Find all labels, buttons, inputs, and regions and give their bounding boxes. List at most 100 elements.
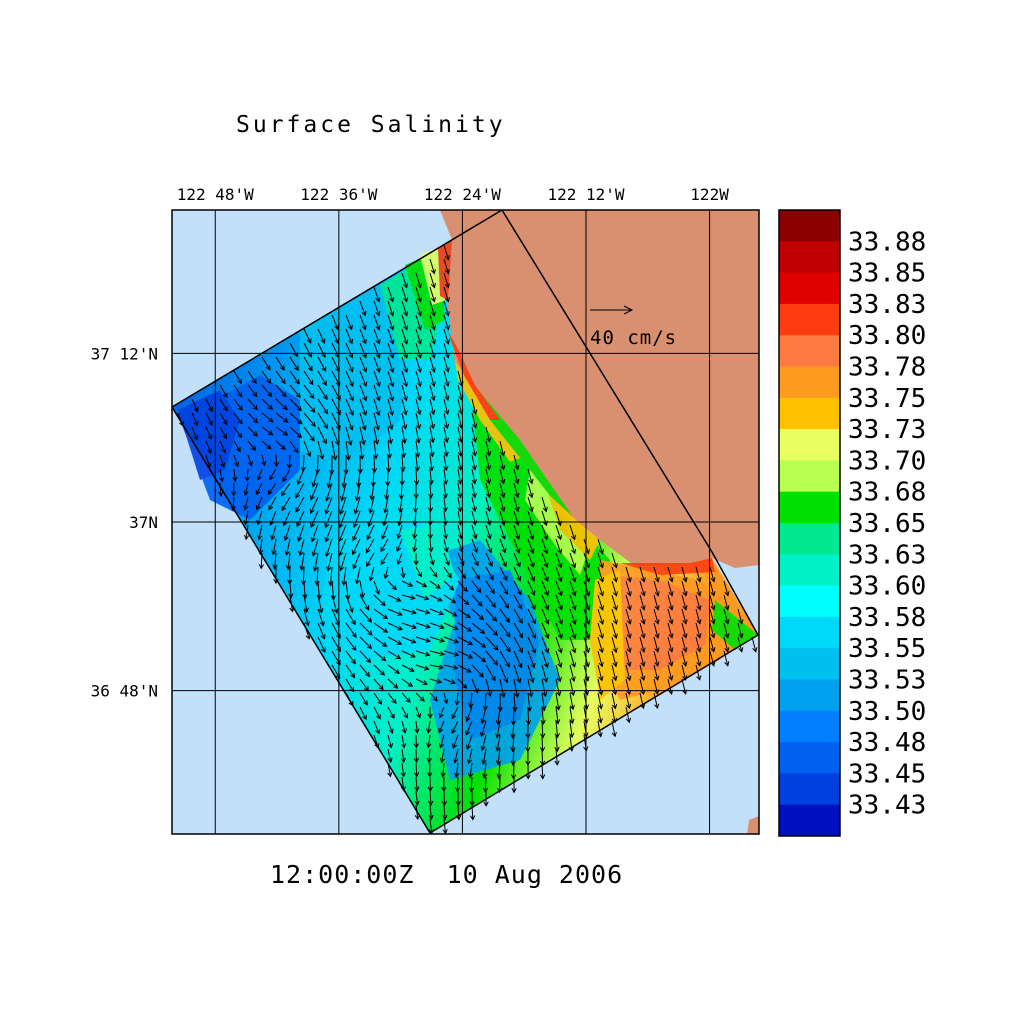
velocity-arrow [451,720,459,735]
velocity-arrow [428,538,434,553]
velocity-arrow [539,734,546,753]
velocity-arrow [401,286,409,303]
velocity-arrow [569,552,577,569]
velocity-arrow [723,580,730,597]
velocity-arrow [401,426,407,445]
velocity-arrow [345,370,354,387]
velocity-arrow [695,650,702,667]
velocity-arrow [412,496,419,513]
velocity-arrow [275,356,285,371]
velocity-arrow [511,776,517,794]
velocity-arrow [401,384,408,402]
velocity-arrow [554,720,560,739]
velocity-arrow [723,636,730,653]
velocity-arrow [454,776,461,793]
velocity-arrow [443,314,450,331]
velocity-arrow [205,412,213,427]
velocity-arrow [428,482,434,499]
velocity-arrow [205,440,212,455]
velocity-arrow [485,524,492,540]
velocity-arrow [397,496,404,514]
velocity-arrow [499,468,506,485]
velocity-arrow [415,300,422,317]
velocity-arrow [495,734,501,752]
velocity-arrow [597,664,604,682]
velocity-arrow [695,594,702,611]
colorbar-cell [779,491,840,524]
velocity-arrow [723,608,730,625]
velocity-arrow [373,608,389,620]
velocity-arrow [443,286,450,303]
velocity-arrow [371,454,378,474]
velocity-arrow [233,440,241,453]
latitude-label: 37 12'N [91,344,158,363]
velocity-arrow [380,552,389,566]
velocity-arrow [359,580,365,599]
velocity-arrow [597,552,604,569]
velocity-arrow [541,538,549,555]
velocity-arrow [400,454,406,473]
velocity-arrow [569,650,577,668]
velocity-arrow [317,608,325,627]
velocity-arrow [359,706,367,721]
velocity-arrow [345,636,357,652]
velocity-arrow [373,300,381,317]
velocity-arrow [527,552,535,568]
velocity-arrow [310,482,319,501]
velocity-arrow [426,748,432,764]
velocity-arrow [639,664,646,682]
velocity-arrow [339,552,347,572]
velocity-arrow [339,496,347,515]
velocity-arrow [427,762,433,778]
velocity-arrow [499,482,506,499]
velocity-arrow [331,440,338,461]
velocity-arrow [499,664,509,684]
velocity-arrow [415,566,422,578]
velocity-arrow [387,664,400,674]
velocity-arrow [443,398,450,416]
velocity-arrow [387,384,395,402]
velocity-arrow [625,678,632,696]
velocity-arrow [401,580,414,587]
velocity-arrow [428,790,434,807]
velocity-arrow [345,594,354,614]
velocity-arrow [495,748,502,766]
velocity-arrow [359,426,366,446]
velocity-arrow [295,496,305,513]
longitude-tick-labels: 122 48'W 122 36'W 122 24'W 122 12'W 122W [177,185,729,204]
velocity-arrow [352,552,361,570]
velocity-arrow [257,524,263,541]
velocity-arrow [457,454,463,471]
velocity-arrow [303,594,309,614]
velocity-arrow [527,650,536,669]
velocity-arrow [386,454,392,473]
velocity-arrow [231,482,237,497]
velocity-arrow [415,650,431,657]
velocity-arrow [387,286,395,303]
velocity-arrow [359,398,367,417]
velocity-arrow [527,538,535,555]
velocity-arrow [443,440,449,458]
velocity-arrow [233,454,240,468]
velocity-arrow [471,468,477,485]
velocity-arrow [387,608,403,616]
velocity-arrow [443,300,450,317]
velocity-arrow [625,706,632,724]
velocity-arrow [415,286,422,303]
colorbar-label: 33.63 [848,540,926,570]
colorbar-cell [779,366,840,399]
velocity-arrow [429,426,435,444]
velocity-arrow [527,622,536,639]
velocity-arrow [667,566,674,583]
velocity-arrow [597,580,605,597]
velocity-arrow [368,496,375,515]
velocity-arrow [597,608,605,625]
velocity-arrow [639,608,646,625]
velocity-arrow [597,538,604,555]
velocity-arrow [457,650,474,659]
velocity-arrow [384,482,390,501]
velocity-arrow [443,622,459,631]
velocity-arrow [485,608,498,622]
velocity-arrow [317,622,326,640]
velocity-arrow [401,594,416,601]
